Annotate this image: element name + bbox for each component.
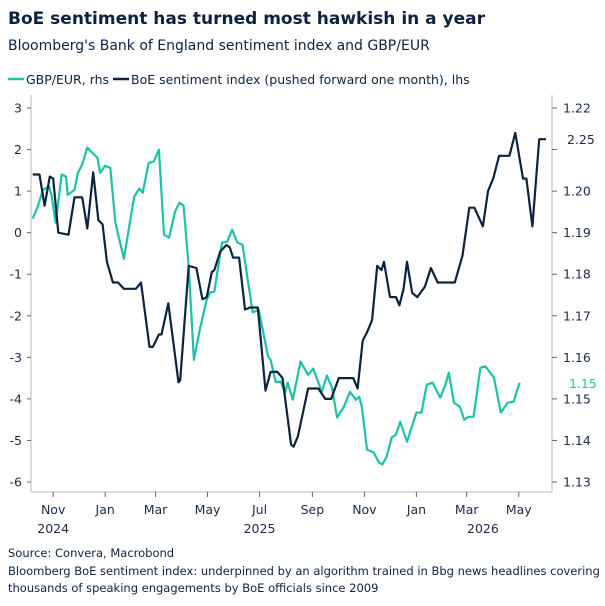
x-tick-label: Sep [301, 502, 325, 517]
footnote-line-1: Bloomberg BoE sentiment index: underpinn… [8, 564, 600, 578]
chart-subtitle: Bloomberg's Bank of England sentiment in… [8, 38, 430, 54]
right-tick-label: 1.19 [563, 225, 591, 240]
chart-title: BoE sentiment has turned most hawkish in… [8, 9, 486, 29]
x-tick-label: Nov [352, 502, 377, 517]
left-tick-label: -6 [10, 475, 23, 490]
end-label-gbpeur: 1.15 [569, 376, 597, 391]
x-tick-label: May [195, 502, 221, 517]
left-tick-label: -2 [10, 308, 22, 323]
right-tick-label: 1.22 [563, 101, 591, 116]
x-tick-label: Mar [455, 502, 479, 517]
left-tick-label: 1 [14, 184, 22, 199]
right-tick-label: 1.18 [563, 267, 591, 282]
right-tick-label: 1.13 [563, 475, 591, 490]
left-tick-label: -4 [10, 391, 23, 406]
x-year-label: 2026 [467, 521, 499, 536]
x-tick-label: Nov [41, 502, 66, 517]
x-year-label: 2025 [244, 521, 276, 536]
left-tick-label: 2 [14, 142, 22, 157]
left-tick-label: -1 [10, 267, 22, 282]
legend-label-gbpeur: GBP/EUR, rhs [26, 72, 109, 87]
end-label-boe: 2.25 [567, 132, 595, 147]
right-tick-label: 1.20 [563, 184, 591, 199]
axes [30, 95, 553, 493]
left-tick-label: -5 [10, 433, 22, 448]
x-tick-label: Jan [95, 502, 115, 517]
x-tick-label: Mar [144, 502, 168, 517]
left-tick-label: 3 [14, 101, 22, 116]
left-tick-label: -3 [10, 350, 22, 365]
right-tick-label: 1.15 [563, 391, 591, 406]
legend: GBP/EUR, rhs BoE sentiment index (pushed… [8, 72, 470, 87]
footnote-line-2: thousands of speaking engagements by BoE… [8, 581, 378, 595]
right-tick-label: 1.16 [563, 350, 591, 365]
x-tick-label: Jul [251, 502, 267, 517]
right-tick-label: 1.14 [563, 433, 591, 448]
x-tick-label: Jan [406, 502, 426, 517]
series-line-boe-sentiment [32, 131, 546, 448]
legend-label-boe: BoE sentiment index (pushed forward one … [131, 72, 470, 87]
left-tick-label: 0 [14, 225, 22, 240]
series-line-gbpeur [31, 146, 521, 466]
x-year-label: 2024 [37, 521, 69, 536]
x-tick-label: May [506, 502, 532, 517]
source-note: Source: Convera, Macrobond [8, 546, 174, 560]
right-tick-label: 1.17 [563, 308, 591, 323]
